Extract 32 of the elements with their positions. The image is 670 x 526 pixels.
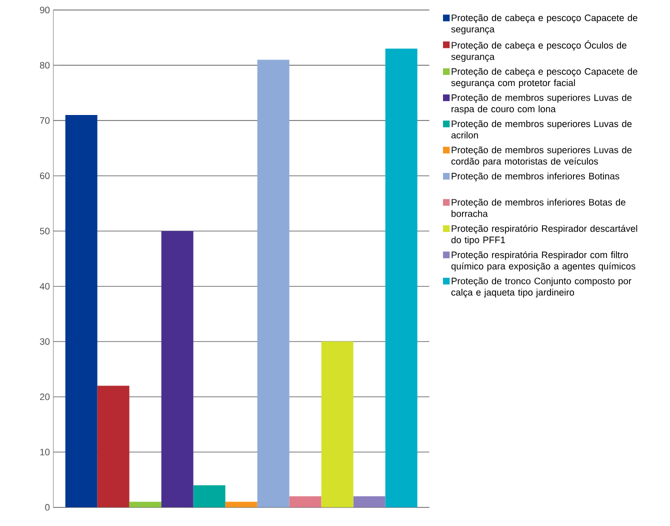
legend-label: Proteção respiratório Respirador descartável do tipo PFF1 (451, 224, 638, 246)
legend-label: Proteção de membros superiores Luvas de acrilon (451, 120, 632, 138)
legend-label: Proteção de membros superiores Luvas de raspa de couro com lona (452, 94, 632, 114)
y-tick-label: 10 (40, 448, 50, 456)
y-tick-label: 40 (40, 283, 50, 290)
bar (289, 496, 322, 508)
legend-label: Proteção de membros inferiores Botas de borracha (452, 198, 626, 217)
y-tick-label: 70 (40, 117, 50, 124)
bar (97, 386, 130, 508)
y-tick-label: 30 (40, 338, 50, 345)
bar (161, 231, 194, 508)
legend-label: Proteção de cabeça e pescoço Capacete de segurança com protetor facial (451, 68, 638, 88)
legend-label: Proteção de tronco Conjunto composto por calça e jaqueta tipo jardineiro (451, 277, 632, 298)
y-tick-label: 60 (40, 172, 50, 180)
legend-label: Proteção de cabeça e pescoço Capacete de segurança (451, 14, 638, 34)
legend-label: Proteção de membros inferiores Botinas (452, 172, 620, 182)
bar (353, 496, 386, 508)
bar (65, 114, 98, 508)
legend-label: Proteção de cabeça e pescoço Óculos de segurança (451, 40, 626, 62)
bar (385, 48, 418, 508)
y-tick-label: 90 (40, 6, 50, 14)
y-tick-label: 0 (45, 504, 50, 511)
bar (321, 342, 354, 508)
legend-label: Proteção respiratória Respirador com filtro químico para exposição a agentes químicos (451, 251, 636, 272)
legend-label: Proteção de membros superiores Luvas de cordão para motoristas de veículos (451, 146, 632, 166)
y-tick-label: 50 (40, 228, 50, 234)
bar (225, 502, 258, 508)
y-tick-label: 20 (40, 394, 50, 400)
bar (193, 485, 226, 508)
bar (129, 502, 162, 508)
y-tick-label: 80 (40, 62, 50, 69)
bar (257, 60, 290, 508)
